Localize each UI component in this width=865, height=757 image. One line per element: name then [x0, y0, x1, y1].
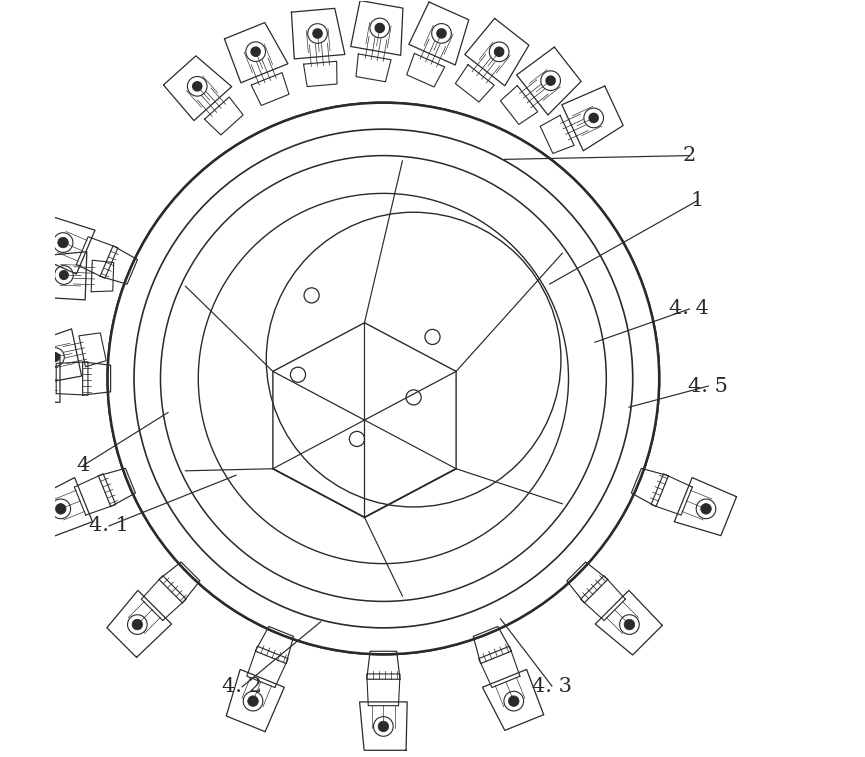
Circle shape — [250, 46, 261, 57]
Circle shape — [107, 103, 659, 654]
Circle shape — [107, 103, 659, 654]
Text: 1: 1 — [690, 192, 703, 210]
Text: 4. 1: 4. 1 — [89, 516, 129, 535]
Circle shape — [375, 23, 385, 33]
Text: 4. 5: 4. 5 — [689, 376, 728, 396]
Circle shape — [58, 237, 68, 248]
Circle shape — [436, 28, 447, 39]
Circle shape — [192, 81, 202, 92]
Circle shape — [132, 619, 143, 630]
Circle shape — [625, 619, 635, 630]
Circle shape — [494, 46, 504, 57]
Circle shape — [701, 503, 711, 514]
Text: 4: 4 — [77, 456, 90, 475]
Circle shape — [545, 76, 556, 86]
Circle shape — [247, 696, 259, 706]
Circle shape — [59, 270, 69, 280]
Circle shape — [50, 352, 60, 362]
Text: 4. 3: 4. 3 — [532, 677, 572, 696]
Circle shape — [588, 113, 599, 123]
Text: 4. 2: 4. 2 — [222, 678, 262, 696]
Circle shape — [378, 721, 388, 732]
Circle shape — [312, 28, 323, 39]
Circle shape — [30, 373, 41, 384]
Text: 2: 2 — [682, 146, 696, 165]
Circle shape — [509, 696, 519, 706]
Circle shape — [55, 503, 66, 514]
Text: 4. 4: 4. 4 — [670, 300, 709, 319]
